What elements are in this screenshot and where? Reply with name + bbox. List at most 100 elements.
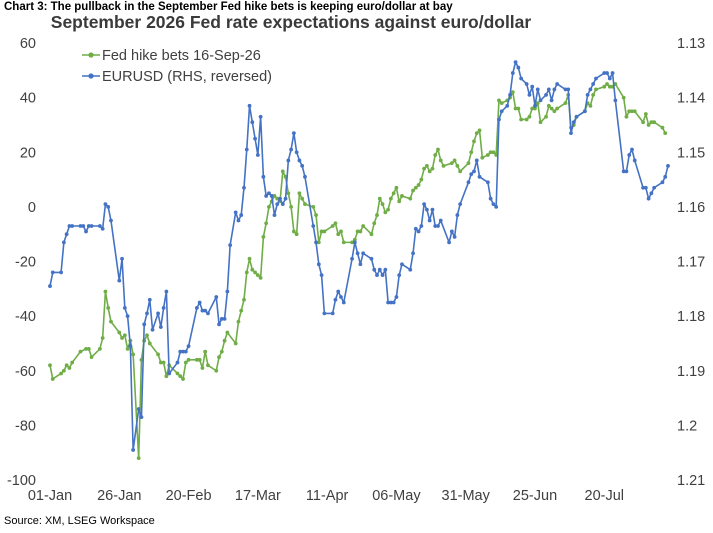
data-point [136, 456, 141, 461]
data-point [535, 87, 540, 92]
data-point [621, 169, 626, 174]
data-point [605, 82, 609, 86]
data-point [602, 84, 607, 89]
data-point [652, 120, 657, 125]
data-point [100, 226, 105, 231]
data-point [447, 240, 451, 245]
data-point [203, 349, 208, 354]
data-point [70, 360, 75, 365]
data-point [643, 112, 648, 116]
right-tick-label: 1.13 [677, 36, 705, 52]
data-point [253, 136, 257, 141]
data-point [649, 120, 654, 125]
data-point [181, 349, 185, 354]
data-point [649, 191, 654, 196]
left-tick-label: -60 [15, 364, 36, 380]
left-axis-ticks: 60 40 20 0 -20 -40 -60 -80 -100 [7, 36, 36, 489]
data-point [84, 347, 88, 351]
data-point [555, 82, 560, 86]
data-point [538, 98, 543, 103]
data-point [588, 103, 593, 108]
data-point [125, 314, 130, 319]
data-point [474, 131, 479, 136]
data-point [242, 185, 246, 190]
data-point [472, 169, 476, 174]
right-tick-label: 1.16 [677, 200, 705, 216]
data-point [544, 92, 548, 97]
left-tick-label: 60 [20, 36, 36, 52]
data-point [350, 256, 354, 261]
data-point [427, 218, 432, 223]
data-point [533, 106, 537, 111]
data-point [136, 407, 141, 411]
series-line [49, 61, 669, 451]
data-point [397, 273, 402, 278]
data-point [361, 251, 366, 256]
left-tick-label: -100 [7, 473, 36, 489]
data-point [236, 218, 241, 223]
data-point [530, 84, 535, 89]
data-point [186, 357, 191, 362]
data-point [383, 267, 388, 272]
right-tick-label: 1.17 [677, 255, 705, 271]
data-point [574, 114, 579, 119]
data-point [330, 311, 335, 316]
data-point [530, 106, 535, 111]
data-point [97, 224, 102, 228]
data-point [286, 191, 291, 196]
data-point [350, 240, 354, 245]
data-point [433, 224, 438, 228]
data-point [125, 347, 130, 351]
data-point [499, 109, 504, 114]
data-point [630, 109, 634, 114]
data-point [156, 311, 160, 316]
left-tick-label: -40 [15, 309, 36, 325]
data-point [358, 229, 363, 234]
data-point [375, 273, 379, 278]
data-point [120, 336, 124, 340]
data-point [416, 183, 421, 187]
data-point [355, 251, 360, 256]
data-point [100, 336, 105, 340]
data-point [546, 103, 551, 108]
data-point [466, 161, 471, 166]
data-point [297, 158, 302, 163]
data-point [546, 87, 551, 92]
data-point [388, 300, 393, 305]
right-axis-ticks: 1.13 1.14 1.15 1.16 1.17 1.18 1.19 1.2 1.21 [677, 36, 705, 489]
data-point [203, 308, 208, 313]
data-point [436, 224, 440, 228]
data-point [186, 344, 191, 349]
left-tick-label: 20 [20, 145, 36, 161]
left-tick-label: 0 [28, 200, 36, 216]
data-point [206, 311, 210, 316]
data-point [264, 221, 269, 226]
data-point [430, 166, 435, 171]
data-point [244, 270, 249, 275]
data-point [419, 224, 424, 228]
data-point [646, 196, 651, 201]
data-point [222, 338, 227, 343]
legend-label: EURUSD (RHS, reversed) [102, 69, 272, 85]
data-point [441, 164, 446, 168]
data-point [48, 363, 52, 368]
data-point [388, 196, 393, 201]
data-point [516, 106, 521, 111]
data-point [303, 202, 307, 207]
data-point [519, 117, 524, 122]
data-point [67, 366, 72, 370]
data-point [632, 109, 637, 114]
data-point [571, 120, 576, 125]
data-point [519, 76, 524, 81]
data-point [175, 360, 180, 365]
data-point [339, 295, 343, 299]
data-point [544, 114, 548, 119]
data-point [455, 164, 460, 168]
data-point [89, 224, 94, 228]
data-point [255, 153, 260, 157]
legend-label: Fed hike bets 16-Sep-26 [102, 48, 261, 64]
data-point [253, 270, 257, 275]
data-point [369, 232, 374, 237]
data-point [624, 169, 629, 174]
data-point [566, 87, 571, 92]
